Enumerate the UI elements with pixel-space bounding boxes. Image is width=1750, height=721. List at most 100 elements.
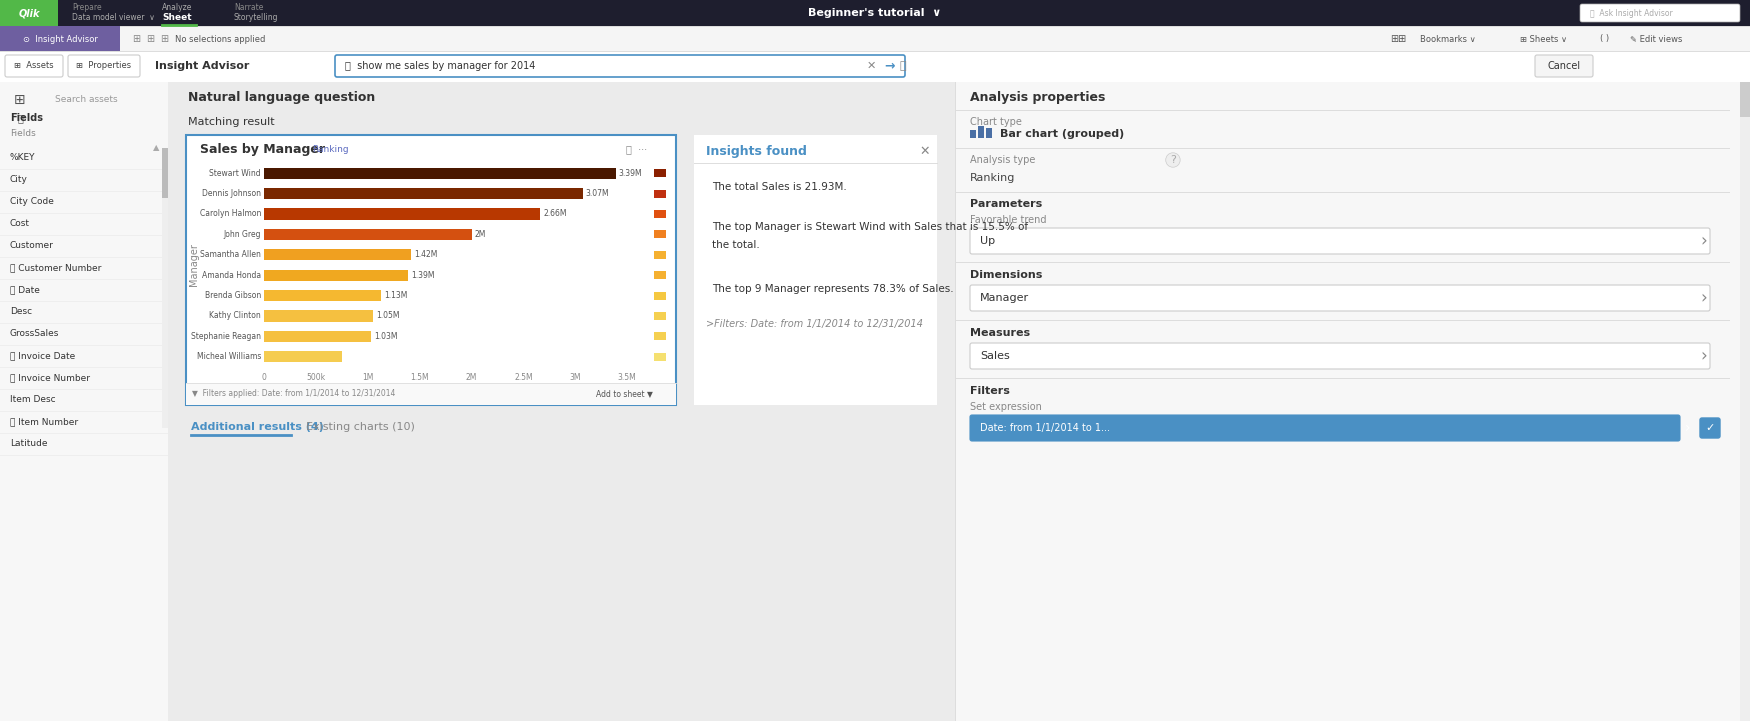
Text: 1.13M: 1.13M xyxy=(385,291,408,300)
Text: ⊞  Assets: ⊞ Assets xyxy=(14,61,54,71)
FancyBboxPatch shape xyxy=(1580,4,1740,22)
FancyBboxPatch shape xyxy=(68,55,140,77)
Text: Qlik: Qlik xyxy=(18,8,40,18)
Bar xyxy=(264,167,616,179)
Text: ⊞  Properties: ⊞ Properties xyxy=(77,61,131,71)
FancyBboxPatch shape xyxy=(702,271,929,306)
Text: 📅 Invoice Date: 📅 Invoice Date xyxy=(10,352,75,360)
Text: Samantha Allen: Samantha Allen xyxy=(200,250,261,260)
FancyBboxPatch shape xyxy=(578,386,670,402)
Text: Item Desc: Item Desc xyxy=(10,396,56,404)
Text: Sales by Manager: Sales by Manager xyxy=(200,143,326,156)
Bar xyxy=(654,190,667,198)
Text: 📅 Date: 📅 Date xyxy=(10,286,40,294)
Text: Brenda Gibson: Brenda Gibson xyxy=(205,291,261,300)
Text: ⊙  Insight Advisor: ⊙ Insight Advisor xyxy=(23,35,98,43)
Text: 2M: 2M xyxy=(474,230,487,239)
Text: ⊞: ⊞ xyxy=(14,93,26,107)
Text: ✓: ✓ xyxy=(1704,423,1715,433)
Text: Add to sheet ▼: Add to sheet ▼ xyxy=(595,389,653,399)
Text: Ranking: Ranking xyxy=(970,173,1015,183)
Bar xyxy=(695,135,936,405)
Text: 0: 0 xyxy=(261,373,266,382)
Text: ?: ? xyxy=(1171,155,1176,165)
Text: ▲: ▲ xyxy=(152,143,159,153)
FancyBboxPatch shape xyxy=(1699,418,1720,438)
FancyBboxPatch shape xyxy=(970,343,1710,369)
Text: Ranking: Ranking xyxy=(312,144,348,154)
Text: Existing charts (10): Existing charts (10) xyxy=(306,422,415,432)
Bar xyxy=(956,110,1731,111)
Bar xyxy=(956,378,1731,379)
Text: Desc: Desc xyxy=(10,307,31,317)
Text: Chart type: Chart type xyxy=(970,117,1022,127)
Text: ⊞⊞: ⊞⊞ xyxy=(1390,34,1407,44)
Bar xyxy=(0,411,168,412)
Bar xyxy=(0,0,1750,26)
Text: Fields: Fields xyxy=(10,130,35,138)
Text: ›: › xyxy=(1699,347,1706,365)
Bar xyxy=(264,351,341,363)
Bar xyxy=(956,148,1731,149)
Bar xyxy=(654,231,667,239)
Text: Up: Up xyxy=(980,236,996,246)
Bar xyxy=(956,262,1731,263)
Bar xyxy=(0,345,168,346)
Text: 🔗 Item Number: 🔗 Item Number xyxy=(10,417,79,427)
FancyBboxPatch shape xyxy=(1535,55,1592,77)
Text: Manager: Manager xyxy=(189,244,200,286)
Bar xyxy=(654,332,667,340)
FancyBboxPatch shape xyxy=(970,228,1710,254)
Bar xyxy=(0,51,1750,52)
Text: 500k: 500k xyxy=(306,373,326,382)
Bar xyxy=(956,320,1731,321)
Bar xyxy=(0,82,168,721)
Text: ⊞: ⊞ xyxy=(145,34,154,44)
Text: Filters: Filters xyxy=(970,386,1010,396)
Text: Natural language question: Natural language question xyxy=(187,92,374,105)
Bar xyxy=(654,169,667,177)
Bar xyxy=(264,188,583,199)
Text: Latitude: Latitude xyxy=(10,440,47,448)
Bar xyxy=(0,0,58,26)
Text: The top 9 Manager represents 78.3% of Sales.: The top 9 Manager represents 78.3% of Sa… xyxy=(712,283,954,293)
Bar xyxy=(264,208,541,220)
Bar xyxy=(0,389,168,390)
Text: 1.03M: 1.03M xyxy=(374,332,397,341)
Bar xyxy=(168,82,956,721)
Text: Amanda Honda: Amanda Honda xyxy=(201,270,261,280)
Text: Customer: Customer xyxy=(10,242,54,250)
Bar xyxy=(654,271,667,279)
Text: Sheet: Sheet xyxy=(163,14,192,22)
Text: Favorable trend: Favorable trend xyxy=(970,215,1046,225)
Text: 3M: 3M xyxy=(569,373,581,382)
Text: Parameters: Parameters xyxy=(970,199,1043,209)
Bar xyxy=(0,301,168,302)
Text: ›: › xyxy=(1699,232,1706,250)
Bar xyxy=(264,229,471,240)
Text: ⊞ Sheets ∨: ⊞ Sheets ∨ xyxy=(1521,35,1568,43)
Bar xyxy=(0,26,121,52)
Text: Matching result: Matching result xyxy=(187,117,275,127)
Bar xyxy=(956,82,1750,721)
Text: John Greg: John Greg xyxy=(224,230,261,239)
Text: Narrate: Narrate xyxy=(234,2,264,12)
Bar xyxy=(654,353,667,360)
Bar xyxy=(654,251,667,259)
Text: 🔗 Invoice Number: 🔗 Invoice Number xyxy=(10,373,89,383)
Text: ▼  Filters applied: Date: from 1/1/2014 to 12/31/2014: ▼ Filters applied: Date: from 1/1/2014 t… xyxy=(192,389,396,399)
Text: >Filters: Date: from 1/1/2014 to 12/31/2014: >Filters: Date: from 1/1/2014 to 12/31/2… xyxy=(705,319,922,329)
Text: Cancel: Cancel xyxy=(1547,61,1580,71)
Text: Storytelling: Storytelling xyxy=(234,14,278,22)
Text: Analyze: Analyze xyxy=(163,2,192,12)
Text: ✎ Edit views: ✎ Edit views xyxy=(1629,35,1682,43)
Text: 1.5M: 1.5M xyxy=(410,373,429,382)
Text: Sales: Sales xyxy=(980,351,1010,361)
Bar xyxy=(264,331,371,342)
Text: 🔍  Ask Insight Advisor: 🔍 Ask Insight Advisor xyxy=(1591,9,1673,17)
Bar xyxy=(0,455,168,456)
Text: Micheal Williams: Micheal Williams xyxy=(196,353,261,361)
Text: ( ): ( ) xyxy=(1600,35,1610,43)
Text: Beginner's tutorial  ∨: Beginner's tutorial ∨ xyxy=(808,8,942,18)
Bar xyxy=(163,148,168,198)
